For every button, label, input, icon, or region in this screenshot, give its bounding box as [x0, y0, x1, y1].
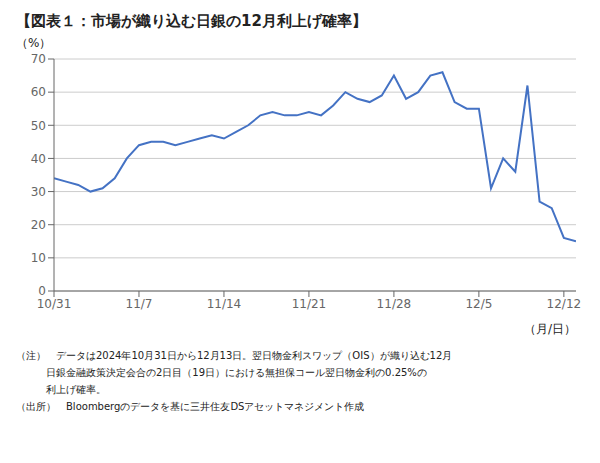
- svg-text:60: 60: [31, 85, 46, 99]
- svg-text:70: 70: [31, 52, 46, 66]
- svg-text:30: 30: [31, 185, 46, 199]
- svg-text:20: 20: [31, 218, 46, 232]
- html-text:（月/日）: （月/日）: [524, 322, 576, 336]
- svg-text:50: 50: [31, 119, 46, 133]
- svg-text:12/5: 12/5: [465, 297, 492, 311]
- svg-text:11/14: 11/14: [207, 297, 242, 311]
- html-text:（注） データは2024年10月31日から12月13日。翌日: （注） データは2024年10月31日から12月13日。翌日物金利スワップ（OI…: [16, 350, 453, 361]
- svg-text:11/28: 11/28: [377, 297, 412, 311]
- svg-text:10/31: 10/31: [37, 297, 72, 311]
- html-text:利上げ確率。: 利上げ確率。: [16, 384, 106, 395]
- svg-text:12/12: 12/12: [547, 297, 582, 311]
- html-text:日銀金融政策決定会合の2日目（19日）における無担保コール翌: 日銀金融政策決定会合の2日目（19日）における無担保コール翌日物金利の0.25%…: [16, 367, 427, 378]
- svg-text:40: 40: [31, 152, 46, 166]
- svg-text:11/7: 11/7: [126, 297, 153, 311]
- html-text:（出所） Bloombergのデータを基に三井住友DSアセッ: （出所） Bloombergのデータを基に三井住友DSアセットマネジメント作成: [16, 401, 365, 412]
- html-text:【図表１：市場が織り込む日銀の12月利上げ確率】: 【図表１：市場が織り込む日銀の12月利上げ確率】: [16, 12, 367, 30]
- svg-text:10: 10: [31, 251, 46, 265]
- svg-text:0: 0: [38, 284, 46, 298]
- svg-text:11/21: 11/21: [292, 297, 327, 311]
